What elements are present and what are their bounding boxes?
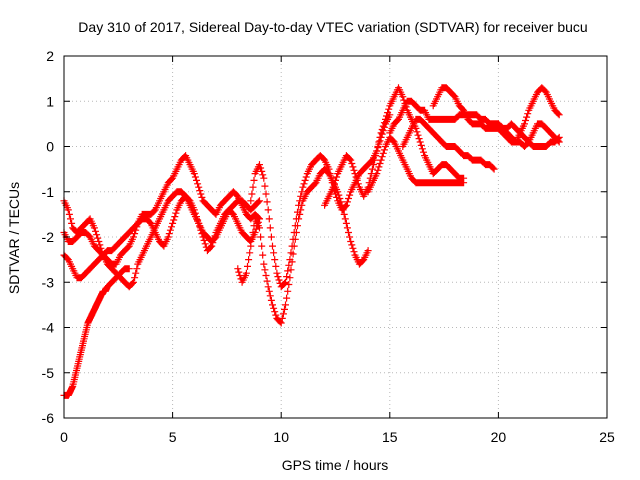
data-series-6 [247,111,394,291]
y-tick-label: 2 [46,48,54,64]
data-series-11 [429,84,563,146]
data-series-7 [321,84,468,209]
x-tick-label: 5 [169,429,177,445]
x-tick-label: 20 [491,429,507,445]
x-tick-label: 10 [273,429,289,445]
series-markers [429,84,563,146]
grid-lines [64,56,607,418]
series-markers [321,84,468,209]
series-markers [60,265,133,399]
data-series-12 [486,120,563,150]
y-tick-label: -4 [42,320,55,336]
data-series-group [60,84,563,399]
series-markers [364,133,468,196]
data-series-10 [399,115,498,173]
data-series-4 [60,265,133,399]
x-tick-label: 25 [599,429,615,445]
y-tick-label: 0 [46,139,54,155]
y-tick-label: -5 [42,365,55,381]
series-markers [486,120,563,150]
series-markers [247,111,394,291]
axis-ticks: 0 5 10 15 20 25 -6 -5 -4 -3 -2 -1 0 1 2 [42,48,615,445]
y-tick-label: -3 [42,274,55,290]
y-tick-label: -1 [42,184,55,200]
y-axis-title: SDTVAR / TECUs [6,182,22,294]
y-tick-label: -2 [42,229,55,245]
x-axis-title: GPS time / hours [282,457,389,473]
y-tick-label: -6 [42,410,55,426]
x-tick-label: 15 [382,429,398,445]
chart-title: Day 310 of 2017, Sidereal Day-to-day VTE… [78,19,587,35]
series-markers [399,115,498,173]
y-tick-label: 1 [46,93,54,109]
x-tick-label: 0 [60,429,68,445]
data-series-8 [364,133,468,196]
